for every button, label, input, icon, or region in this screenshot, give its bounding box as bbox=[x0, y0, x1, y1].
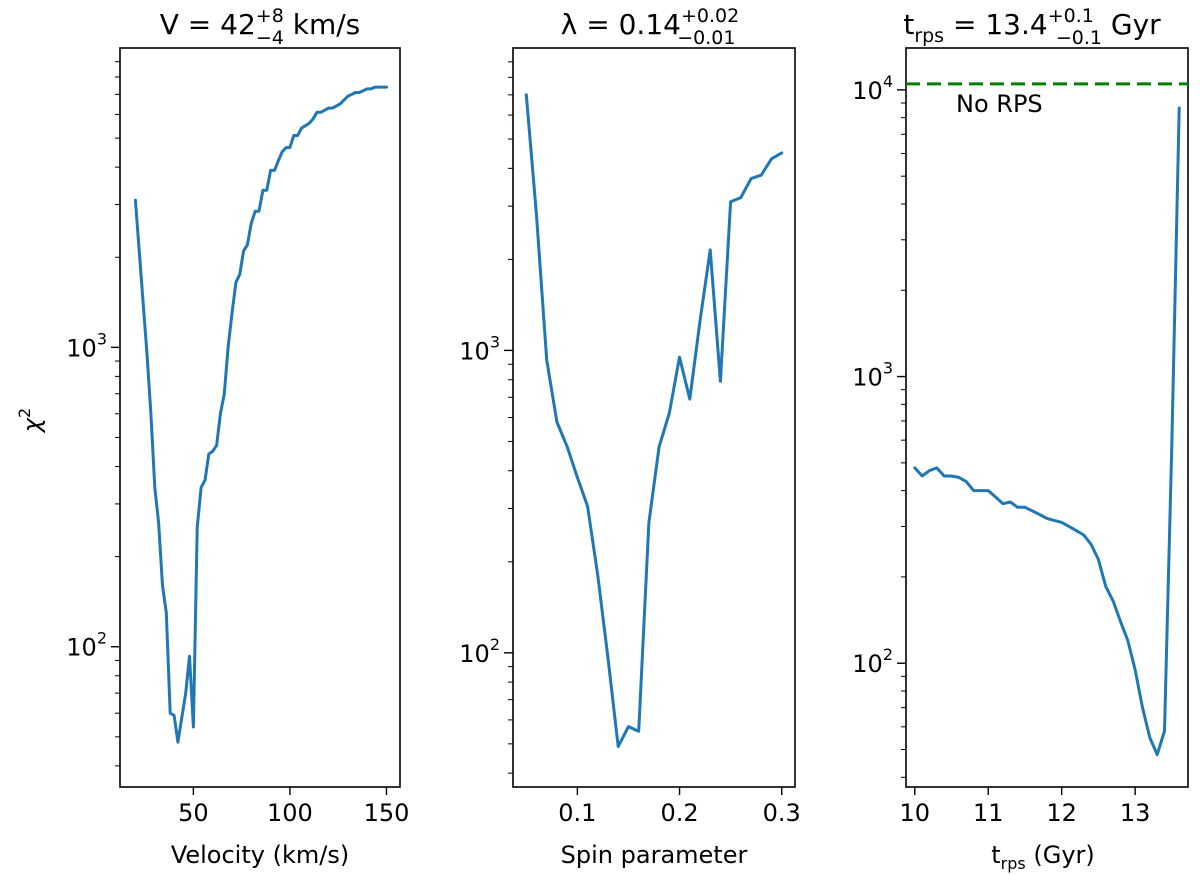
panel-trps-title: trps = 13.4+0.1 −0.1 Gyr bbox=[903, 5, 1161, 49]
panel-velocity-series-line bbox=[133, 85, 388, 744]
panel-trps-ytick-label: 102 bbox=[852, 645, 893, 678]
panel-velocity-xtick-label: 100 bbox=[267, 799, 313, 827]
panel-trps-annotation: No RPS bbox=[956, 90, 1043, 118]
panel-velocity-title: V = 42+8 −4 km/s bbox=[160, 5, 361, 49]
panel-velocity-xlabel: Velocity (km/s) bbox=[171, 841, 349, 869]
panel-trps-xtick-label: 13 bbox=[1120, 799, 1151, 827]
panel-trps-ytick-label: 103 bbox=[852, 359, 893, 392]
panel-velocity-frame bbox=[119, 47, 401, 788]
panel-trps-xtick-label: 10 bbox=[900, 799, 931, 827]
panel-trps-xtick-label: 11 bbox=[973, 799, 1004, 827]
panel-velocity-ytick-label: 102 bbox=[66, 629, 107, 662]
panel-spin-xtick-label: 0.1 bbox=[558, 799, 596, 827]
panel-trps-series-line bbox=[913, 106, 1181, 757]
panel-trps: trps = 13.4+0.1 −0.1 Gyr trps (Gyr) 10 11 1… bbox=[852, 5, 1189, 873]
panel-trps-ytick-label: 104 bbox=[852, 72, 893, 105]
panel-trps-frame bbox=[905, 47, 1189, 788]
panel-velocity-ylabel: χ2 bbox=[15, 408, 46, 434]
panel-velocity-ytick-label: 103 bbox=[66, 329, 107, 362]
panel-velocity-xtick-label: 150 bbox=[364, 799, 410, 827]
panel-spin-series-line bbox=[524, 93, 784, 748]
panel-spin-xlabel: Spin parameter bbox=[561, 841, 748, 869]
panel-spin-xtick-label: 0.2 bbox=[660, 799, 698, 827]
panel-spin-title: λ = 0.14+0.02 −0.01 bbox=[561, 5, 739, 49]
panel-spin: λ = 0.14+0.02 −0.01 Spin parameter 0.1 0.2… bbox=[459, 5, 801, 869]
panel-trps-xtick-label: 12 bbox=[1046, 799, 1077, 827]
panel-spin-ytick-label: 103 bbox=[459, 332, 500, 365]
panel-velocity: V = 42+8 −4 km/s χ2 Velocity (km/s) 50 100… bbox=[15, 5, 409, 869]
panel-velocity-xtick-label: 50 bbox=[178, 799, 209, 827]
panel-trps-xlabel: trps (Gyr) bbox=[991, 841, 1095, 873]
panel-spin-xtick-label: 0.3 bbox=[763, 799, 801, 827]
panel-spin-ytick-label: 102 bbox=[459, 635, 500, 668]
